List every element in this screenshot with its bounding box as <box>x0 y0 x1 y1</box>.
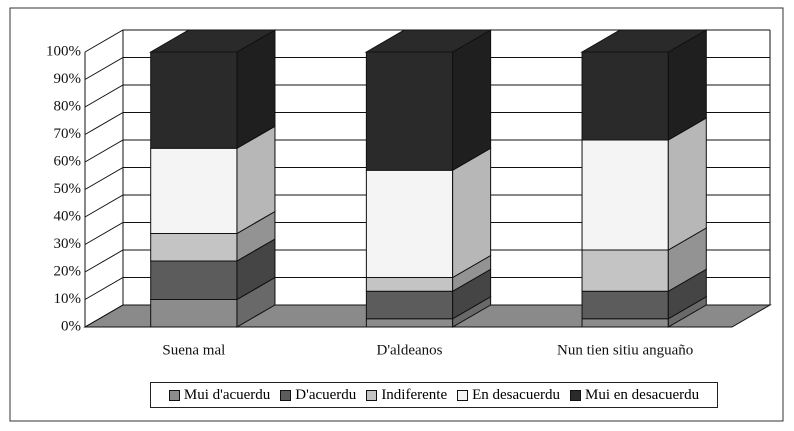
bar <box>581 249 669 292</box>
grid-line <box>84 249 770 273</box>
legend-item: D'acuerdu <box>280 387 356 404</box>
y-tick-label: 80% <box>54 98 82 114</box>
legend-item: Mui d'acuerdu <box>168 386 271 404</box>
bar <box>150 51 238 149</box>
bar-side-shade <box>668 296 707 327</box>
bar-side-shade <box>236 126 275 234</box>
y-tick-label: 100% <box>46 43 81 59</box>
y-tick-label: 40% <box>54 208 82 224</box>
legend-swatch <box>366 389 378 401</box>
legend: Mui d'acuerdu D'acuerdu Indiferente En desa… <box>150 382 718 408</box>
legend-swatch <box>280 389 292 401</box>
bar <box>581 139 669 251</box>
bar-side-shade <box>236 211 275 261</box>
bar-side-shade <box>236 277 275 327</box>
bar-side-shade <box>452 296 491 327</box>
y-tick-label: 10% <box>54 291 82 307</box>
bar <box>581 318 669 328</box>
bar <box>150 299 238 328</box>
bar <box>365 51 454 171</box>
legend-item: Indiferente <box>366 387 447 404</box>
bar-side-shade <box>452 269 491 319</box>
legend-label: D'acuerdu <box>295 386 357 403</box>
bar-side-shade <box>452 30 491 171</box>
x-tick-label: D'aldeanos <box>376 342 442 358</box>
grid-line <box>84 194 770 218</box>
y-tick-label: 50% <box>54 181 82 197</box>
bar <box>365 318 454 328</box>
y-tick-label: 90% <box>54 71 82 87</box>
grid-line <box>84 57 770 80</box>
x-tick-label: Nun tien sitiu anguaño <box>557 342 693 358</box>
bar-top <box>364 29 493 53</box>
legend-swatch <box>457 389 469 401</box>
grid-line <box>84 167 770 190</box>
bar-side-shade <box>668 269 707 319</box>
legend-item: Mui en desacuerdu <box>570 387 699 404</box>
grid-line <box>84 112 770 135</box>
bar-side-shade <box>236 30 275 149</box>
bar-top <box>148 29 277 53</box>
grid-line <box>84 29 770 53</box>
bar <box>150 147 238 234</box>
bar <box>365 277 454 292</box>
bar <box>150 260 238 300</box>
y-tick-label: 20% <box>54 263 82 279</box>
bar-side-shade <box>452 255 491 292</box>
x-tick-label: Suena mal <box>162 342 225 358</box>
grid-line <box>84 139 770 163</box>
y-tick-label: 30% <box>54 236 82 252</box>
grid-line <box>84 304 770 328</box>
y-tick-label: 70% <box>54 126 82 142</box>
bar <box>365 169 454 278</box>
legend-swatch <box>168 389 180 401</box>
bar-side-shade <box>668 118 707 250</box>
bar-side-shade <box>236 239 275 300</box>
bar-side-shade <box>452 148 491 278</box>
legend-label: Mui en desacuerdu <box>585 386 700 403</box>
y-tick-label: 0% <box>61 318 81 334</box>
legend-label: Mui d'acuerdu <box>183 386 271 403</box>
grid-line <box>84 84 770 108</box>
legend-item: En desacuerdu <box>457 387 560 404</box>
bar-top <box>580 29 709 53</box>
bar-side-shade <box>668 30 707 140</box>
bar-side-shade <box>668 228 707 292</box>
legend-swatch <box>570 389 581 401</box>
chart-border <box>9 7 784 422</box>
legend-label: En desacuerdu <box>472 386 560 403</box>
bar <box>365 290 454 320</box>
grid-line <box>84 277 770 300</box>
grid-line <box>84 222 770 245</box>
bar <box>581 290 669 320</box>
bar <box>581 51 669 141</box>
y-tick-label: 60% <box>54 153 82 169</box>
legend-label: Indiferente <box>381 386 448 403</box>
bar <box>150 233 238 262</box>
